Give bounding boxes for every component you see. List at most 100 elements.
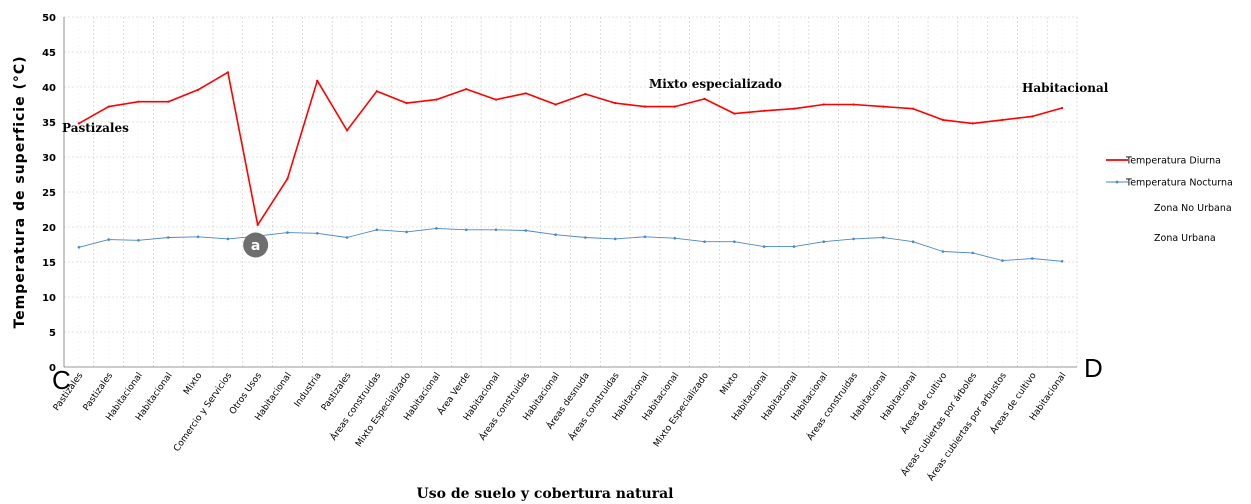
data-point — [107, 238, 110, 241]
data-point — [1061, 106, 1064, 110]
x-tick-label: Áreas construidas — [476, 370, 532, 443]
data-point — [405, 102, 408, 105]
data-point — [375, 90, 378, 93]
data-point — [524, 92, 527, 95]
series-line-diurna — [78, 71, 1063, 226]
data-point — [941, 118, 945, 121]
data-point — [643, 105, 647, 108]
marker-a-label: a — [251, 238, 260, 254]
data-point — [971, 122, 974, 125]
grid — [63, 16, 1078, 368]
y-tick-label: 10 — [42, 293, 56, 304]
data-point — [107, 105, 110, 108]
data-point — [316, 79, 319, 82]
y-axis-label: Temperatura de superficie (°C) — [12, 55, 28, 328]
data-point — [613, 237, 617, 241]
data-point — [792, 107, 796, 110]
data-point — [137, 239, 140, 242]
data-point — [762, 245, 766, 248]
data-point — [137, 100, 140, 103]
data-point — [1060, 260, 1064, 263]
y-tick-label: 35 — [42, 118, 56, 129]
x-tick-label: Pastizales — [82, 371, 116, 413]
data-point — [822, 103, 825, 106]
data-point — [822, 240, 826, 243]
marker-a-circle — [243, 232, 269, 258]
series-layer — [77, 71, 1064, 263]
legend: Temperatura Diurna Temperatura Nocturna Zo… — [1106, 156, 1233, 244]
data-point — [911, 240, 915, 243]
data-point — [345, 129, 349, 132]
data-point — [494, 228, 498, 232]
x-axis-label: Uso de suelo y cobertura natural — [417, 486, 674, 502]
data-point — [435, 227, 438, 230]
data-point — [554, 233, 557, 236]
y-ticks: 0 5 10 15 20 25 30 35 40 45 50 — [42, 13, 56, 374]
data-point — [554, 103, 557, 106]
data-point — [852, 237, 855, 241]
y-tick-label: 45 — [42, 48, 56, 59]
y-tick-label: 40 — [42, 83, 56, 94]
data-point — [643, 235, 647, 239]
data-point — [226, 71, 229, 74]
legend-label: Temperatura Diurna — [1125, 156, 1221, 167]
data-point — [673, 105, 676, 108]
annotations: Pastizales Mixto especializado Habitaciona… — [62, 77, 1109, 258]
y-tick-label: 0 — [49, 363, 56, 374]
x-tick-label: Áreas construidas — [566, 370, 622, 443]
x-tick-label: Industria — [293, 371, 324, 409]
data-point — [77, 246, 81, 249]
data-point — [196, 88, 200, 91]
data-point — [345, 236, 349, 239]
data-point — [375, 228, 379, 232]
x-tick-label: Pastizales — [320, 371, 354, 413]
data-point — [315, 232, 319, 235]
data-point — [77, 122, 80, 125]
annotation-label: Pastizales — [62, 121, 129, 135]
data-point — [524, 229, 528, 232]
data-point — [167, 100, 170, 103]
data-point — [584, 236, 587, 239]
data-point — [465, 88, 468, 91]
data-point — [1001, 118, 1004, 121]
data-point — [405, 230, 408, 234]
data-point — [494, 98, 498, 101]
x-tick-label: Áreas construidas — [804, 370, 860, 443]
x-tick-label: Mixto Especializado — [652, 371, 711, 450]
data-point — [673, 236, 677, 240]
data-point — [792, 245, 796, 248]
y-tick-label: 15 — [42, 258, 56, 269]
data-point — [703, 240, 706, 243]
annotation-label: Habitacional — [1022, 81, 1109, 95]
y-tick-label: 25 — [42, 188, 56, 199]
y-tick-label: 20 — [42, 223, 56, 234]
data-point — [584, 92, 587, 96]
y-tick-label: 30 — [42, 153, 56, 164]
data-point — [286, 177, 289, 180]
data-point — [763, 109, 766, 112]
data-point — [464, 228, 468, 232]
legend-label: Temperatura Nocturna — [1125, 178, 1233, 189]
data-point — [733, 112, 736, 115]
data-point — [286, 231, 289, 234]
data-point — [435, 98, 438, 101]
legend-zone-label: Zona Urbana — [1154, 233, 1216, 244]
y-tick-label: 50 — [42, 13, 56, 24]
corner-label-right: D — [1084, 353, 1103, 383]
data-point — [226, 237, 230, 241]
x-tick-label: Áreas construidas — [327, 370, 383, 443]
corner-label-left: C — [52, 365, 71, 395]
legend-zone-label: Zona No Urbana — [1154, 203, 1232, 214]
x-tick-label: Comercio y Servicios — [172, 371, 234, 454]
data-point — [1001, 259, 1004, 262]
data-point — [703, 97, 706, 100]
data-point — [614, 102, 617, 105]
data-point — [882, 105, 885, 108]
x-tick-label: Mixto — [182, 371, 205, 397]
data-point — [971, 251, 975, 255]
data-point — [1031, 115, 1034, 118]
data-point — [166, 236, 170, 239]
data-point — [733, 240, 736, 243]
data-point — [852, 103, 855, 106]
data-point — [256, 223, 259, 226]
